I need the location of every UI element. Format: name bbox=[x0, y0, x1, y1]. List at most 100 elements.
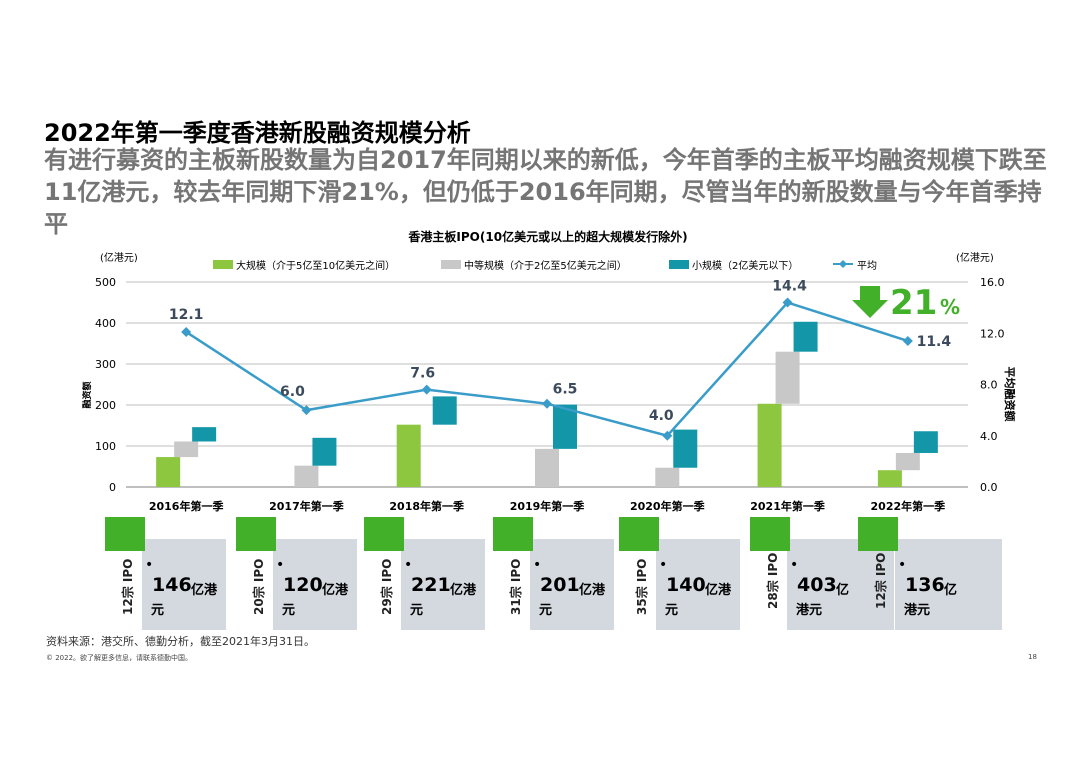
y-tick-label: 400 bbox=[95, 317, 116, 330]
ipo-amount: 120 bbox=[283, 574, 323, 596]
ipo-amount-unit-2: 元 bbox=[410, 603, 424, 618]
ipo-amount-unit: 亿港 bbox=[579, 583, 606, 598]
ipo-amount: 136 bbox=[905, 574, 945, 596]
ipo-amount-unit-2: 港元 bbox=[904, 603, 931, 618]
x-tick-label: 2022年第一季 bbox=[871, 499, 947, 513]
ipo-chart: 香港主板IPO(10亿美元或以上的超大规模发行除外) 0 100 200 300 400 5… bbox=[81, 229, 1017, 513]
bar-2-0 bbox=[192, 427, 217, 442]
x-tick-label: 2020年第一季 bbox=[630, 499, 706, 513]
down-arrow-icon bbox=[852, 286, 888, 318]
y-axis-unit: (亿港元) bbox=[100, 251, 138, 264]
card-bullet: • bbox=[145, 557, 154, 573]
average-point bbox=[421, 384, 432, 395]
bar-1-4 bbox=[655, 467, 680, 487]
ipo-amount-unit: 亿港 bbox=[191, 583, 218, 598]
card-bullet: • bbox=[659, 557, 668, 573]
ipo-count: 12宗 IPO bbox=[121, 558, 135, 615]
ipo-amount: 403 bbox=[797, 574, 837, 596]
ipo-amount-unit: 亿港 bbox=[450, 583, 477, 598]
y2-tick-label: 0.0 bbox=[980, 481, 998, 494]
page-title: 2022年第一季度香港新股融资规模分析 bbox=[44, 119, 471, 147]
ipo-amount: 140 bbox=[666, 574, 706, 596]
card-bullet: • bbox=[404, 557, 413, 573]
bar-1-0 bbox=[174, 441, 199, 458]
average-point bbox=[662, 430, 673, 441]
card-green-square bbox=[493, 517, 533, 551]
legend-swatch-1 bbox=[441, 260, 461, 269]
chart-title: 香港主板IPO(10亿美元或以上的超大规模发行除外) bbox=[407, 229, 687, 244]
y2-tick-label: 12.0 bbox=[980, 327, 1005, 340]
bar-0-0 bbox=[156, 457, 181, 487]
ipo-amount-unit-2: 港元 bbox=[796, 603, 823, 618]
average-point bbox=[782, 297, 793, 308]
ipo-amount-unit: 亿港 bbox=[322, 583, 349, 598]
source-note: 资料来源：港交所、德勤分析，截至2021年3月31日。 bbox=[46, 635, 315, 648]
copyright: © 2022。欲了解更多信息，请联系德勤中国。 bbox=[46, 654, 193, 662]
bar-1-5 bbox=[775, 351, 800, 404]
legend-label-0: 大规模（介于5亿至10亿美元之间） bbox=[236, 259, 395, 272]
ipo-amount: 221 bbox=[411, 574, 451, 596]
legend-swatch-0 bbox=[213, 260, 233, 269]
decline-percent: 21 bbox=[890, 283, 937, 323]
ipo-count: 12宗 IPO bbox=[874, 552, 888, 609]
ipo-card: 28宗 IPO • 403 亿港元 bbox=[750, 517, 894, 630]
average-label: 12.1 bbox=[169, 307, 204, 323]
bar-0-6 bbox=[877, 470, 902, 487]
ipo-amount-unit: 亿港 bbox=[705, 583, 732, 598]
bar-2-3 bbox=[553, 404, 577, 449]
card-green-square bbox=[236, 517, 276, 551]
average-point bbox=[902, 335, 913, 346]
average-label: 14.4 bbox=[772, 279, 807, 295]
ipo-amount: 146 bbox=[152, 574, 192, 596]
card-panel bbox=[787, 539, 894, 630]
y-tick-label: 100 bbox=[95, 440, 116, 453]
card-panel bbox=[895, 539, 1002, 630]
card-panel bbox=[401, 539, 485, 630]
legend-line-marker bbox=[839, 260, 847, 268]
bar-2-6 bbox=[913, 431, 938, 453]
average-label: 6.0 bbox=[280, 384, 305, 400]
ipo-count: 29宗 IPO bbox=[380, 558, 394, 615]
ipo-amount-unit-2: 元 bbox=[282, 603, 296, 618]
y2-axis-label: 平均融资额 bbox=[1003, 367, 1017, 422]
page-number: 18 bbox=[1028, 653, 1037, 661]
card-green-square bbox=[105, 517, 145, 551]
y-tick-label: 200 bbox=[95, 399, 116, 412]
ipo-count: 31宗 IPO bbox=[509, 558, 523, 615]
ipo-amount: 201 bbox=[540, 574, 580, 596]
ipo-count: 20宗 IPO bbox=[252, 558, 266, 615]
y2-axis-unit: (亿港元) bbox=[956, 251, 994, 264]
ipo-amount-unit-2: 元 bbox=[151, 603, 165, 618]
bar-2-5 bbox=[793, 321, 818, 352]
average-point bbox=[181, 326, 192, 337]
average-label: 11.4 bbox=[917, 334, 952, 350]
x-tick-label: 2017年第一季 bbox=[269, 499, 345, 513]
card-bullet: • bbox=[276, 557, 285, 573]
ipo-amount-unit: 亿 bbox=[836, 583, 850, 598]
decline-percent-sign: % bbox=[940, 295, 960, 319]
card-panel bbox=[142, 539, 226, 630]
y-tick-label: 0 bbox=[109, 481, 116, 494]
legend-label-2: 小规模（2亿美元以下） bbox=[692, 259, 798, 272]
ipo-amount-unit: 亿 bbox=[944, 583, 958, 598]
x-tick-label: 2021年第一季 bbox=[750, 499, 826, 513]
average-label: 4.0 bbox=[649, 408, 674, 424]
legend-label-3: 平均 bbox=[857, 260, 877, 272]
bar-0-5 bbox=[757, 403, 782, 487]
ipo-card: 12宗 IPO • 146 亿港元 bbox=[105, 517, 226, 630]
y2-tick-label: 8.0 bbox=[980, 379, 998, 392]
card-bullet: • bbox=[533, 557, 542, 573]
bar-2-4 bbox=[673, 429, 698, 468]
bar-2-1 bbox=[312, 437, 337, 466]
y2-tick-label: 16.0 bbox=[980, 276, 1005, 289]
y-tick-label: 500 bbox=[95, 276, 116, 289]
average-point bbox=[301, 405, 312, 416]
y-axis-label: 融资额 bbox=[81, 381, 93, 408]
legend-label-1: 中等规模（介于2亿至5亿美元之间） bbox=[464, 259, 627, 272]
average-label: 7.6 bbox=[410, 366, 435, 382]
card-green-square bbox=[619, 517, 659, 551]
bar-1-6 bbox=[895, 452, 920, 471]
ipo-card: 31宗 IPO • 201 亿港元 bbox=[493, 517, 614, 630]
bar-0-2 bbox=[396, 424, 421, 487]
average-point bbox=[542, 398, 552, 409]
